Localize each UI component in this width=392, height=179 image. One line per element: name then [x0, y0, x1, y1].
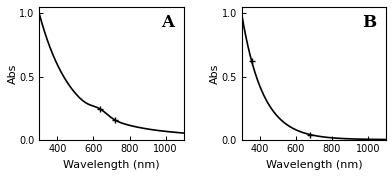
Text: A: A [161, 14, 174, 31]
Y-axis label: Abs: Abs [210, 63, 220, 84]
X-axis label: Wavelength (nm): Wavelength (nm) [63, 160, 160, 170]
Y-axis label: Abs: Abs [7, 63, 18, 84]
X-axis label: Wavelength (nm): Wavelength (nm) [265, 160, 362, 170]
Text: B: B [362, 14, 376, 31]
